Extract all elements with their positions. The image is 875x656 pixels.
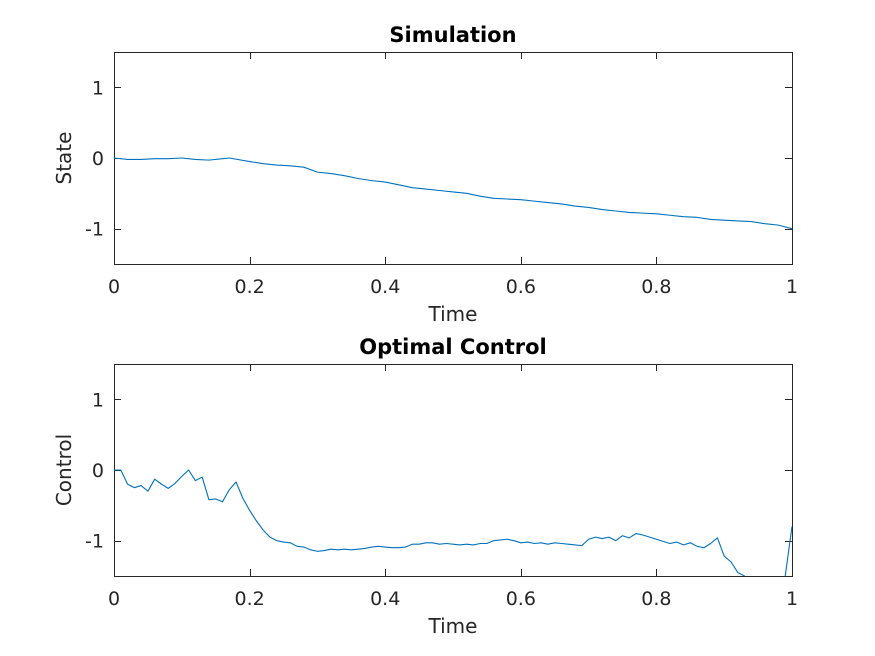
simulation-x-axis-label: Time	[428, 302, 478, 326]
optimal-control-axes: 0 0.2 0.4 0.6 0.8 1 1 0 -1 Optimal Control Time Con…	[52, 335, 798, 638]
control-x-tick-label: 1	[786, 588, 798, 610]
simulation-plot-area	[114, 52, 793, 265]
simulation-series-line	[114, 157, 792, 230]
control-x-tick-label: 0	[108, 588, 120, 610]
simulation-x-tick-label: 0.6	[506, 276, 536, 298]
control-plot-area	[114, 364, 793, 577]
control-series-line	[114, 469, 792, 576]
control-x-axis-label: Time	[428, 614, 478, 638]
control-x-tick-label: 0.4	[370, 588, 400, 610]
simulation-x-tick-label: 0.4	[370, 276, 400, 298]
simulation-x-tick-label: 1	[786, 276, 798, 298]
control-y-tick-label: 0	[92, 460, 104, 482]
simulation-axes: 0 0.2 0.4 0.6 0.8 1 1 0 -1 Simulation Time State	[52, 23, 798, 326]
control-x-tick-label: 0.6	[506, 588, 536, 610]
control-y-tick-label: 1	[92, 389, 104, 411]
control-x-tick-label: 0.2	[234, 588, 264, 610]
simulation-y-axis-label: State	[52, 132, 76, 185]
simulation-x-tick-label: 0.8	[641, 276, 671, 298]
simulation-x-tick-label: 0	[108, 276, 120, 298]
simulation-y-tick-label: 1	[92, 77, 104, 99]
control-x-tick-label: 0.8	[641, 588, 671, 610]
simulation-y-tick-label: -1	[85, 219, 104, 241]
control-title: Optimal Control	[359, 335, 547, 359]
simulation-y-tick-label: 0	[92, 148, 104, 170]
simulation-title: Simulation	[389, 23, 516, 47]
simulation-x-tick-label: 0.2	[234, 276, 264, 298]
control-y-axis-label: Control	[52, 434, 76, 506]
control-y-tick-label: -1	[85, 531, 104, 553]
